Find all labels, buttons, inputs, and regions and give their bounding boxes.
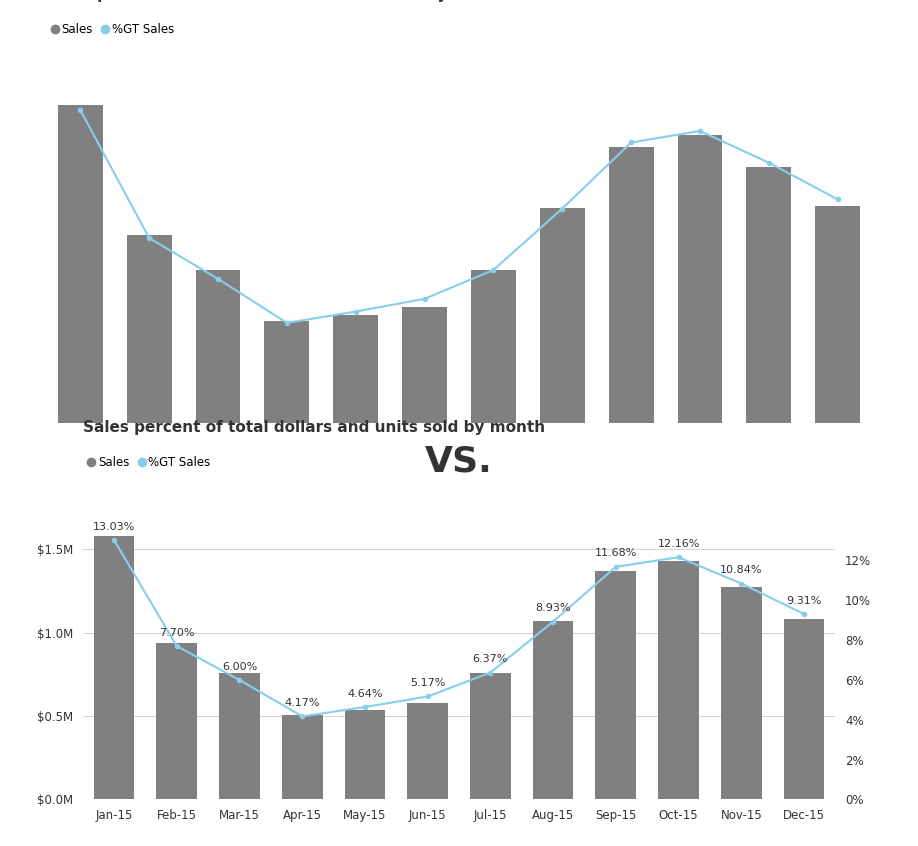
Bar xyxy=(746,168,791,423)
Bar xyxy=(282,715,322,799)
Legend: Sales, %GT Sales: Sales, %GT Sales xyxy=(88,457,210,470)
Bar xyxy=(333,316,378,423)
Bar xyxy=(344,710,386,799)
Bar xyxy=(219,673,260,799)
Bar xyxy=(94,536,134,799)
Text: 4.17%: 4.17% xyxy=(285,698,320,708)
Bar xyxy=(721,587,762,799)
Bar xyxy=(58,105,103,423)
Bar xyxy=(196,270,241,423)
Bar xyxy=(596,571,636,799)
Text: 12.16%: 12.16% xyxy=(657,539,700,549)
Text: Sales percent of total dollars and units sold by month: Sales percent of total dollars and units… xyxy=(46,0,508,3)
Bar xyxy=(156,644,197,799)
Text: 10.84%: 10.84% xyxy=(720,565,763,575)
Text: 13.03%: 13.03% xyxy=(93,521,135,531)
Text: 4.64%: 4.64% xyxy=(347,689,383,699)
Bar xyxy=(264,321,309,423)
Text: 8.93%: 8.93% xyxy=(535,603,571,613)
Text: Sales percent of total dollars and units sold by month: Sales percent of total dollars and units… xyxy=(83,420,544,435)
Bar xyxy=(677,135,722,423)
Bar xyxy=(815,206,860,423)
Text: 6.00%: 6.00% xyxy=(222,662,257,672)
Text: 11.68%: 11.68% xyxy=(595,548,637,558)
Bar xyxy=(408,704,448,799)
Bar xyxy=(402,307,447,423)
Text: 7.70%: 7.70% xyxy=(159,628,195,638)
Text: 9.31%: 9.31% xyxy=(787,596,822,606)
Bar xyxy=(470,673,510,799)
Bar xyxy=(609,147,654,423)
Bar xyxy=(127,235,172,423)
Bar xyxy=(784,619,824,799)
Bar xyxy=(540,208,585,423)
Bar xyxy=(532,621,574,799)
Text: VS.: VS. xyxy=(425,444,493,478)
Legend: Sales, %GT Sales: Sales, %GT Sales xyxy=(51,23,174,36)
Bar xyxy=(471,270,516,423)
Text: 6.37%: 6.37% xyxy=(473,654,508,664)
Bar xyxy=(658,561,699,799)
Text: 5.17%: 5.17% xyxy=(410,678,445,688)
